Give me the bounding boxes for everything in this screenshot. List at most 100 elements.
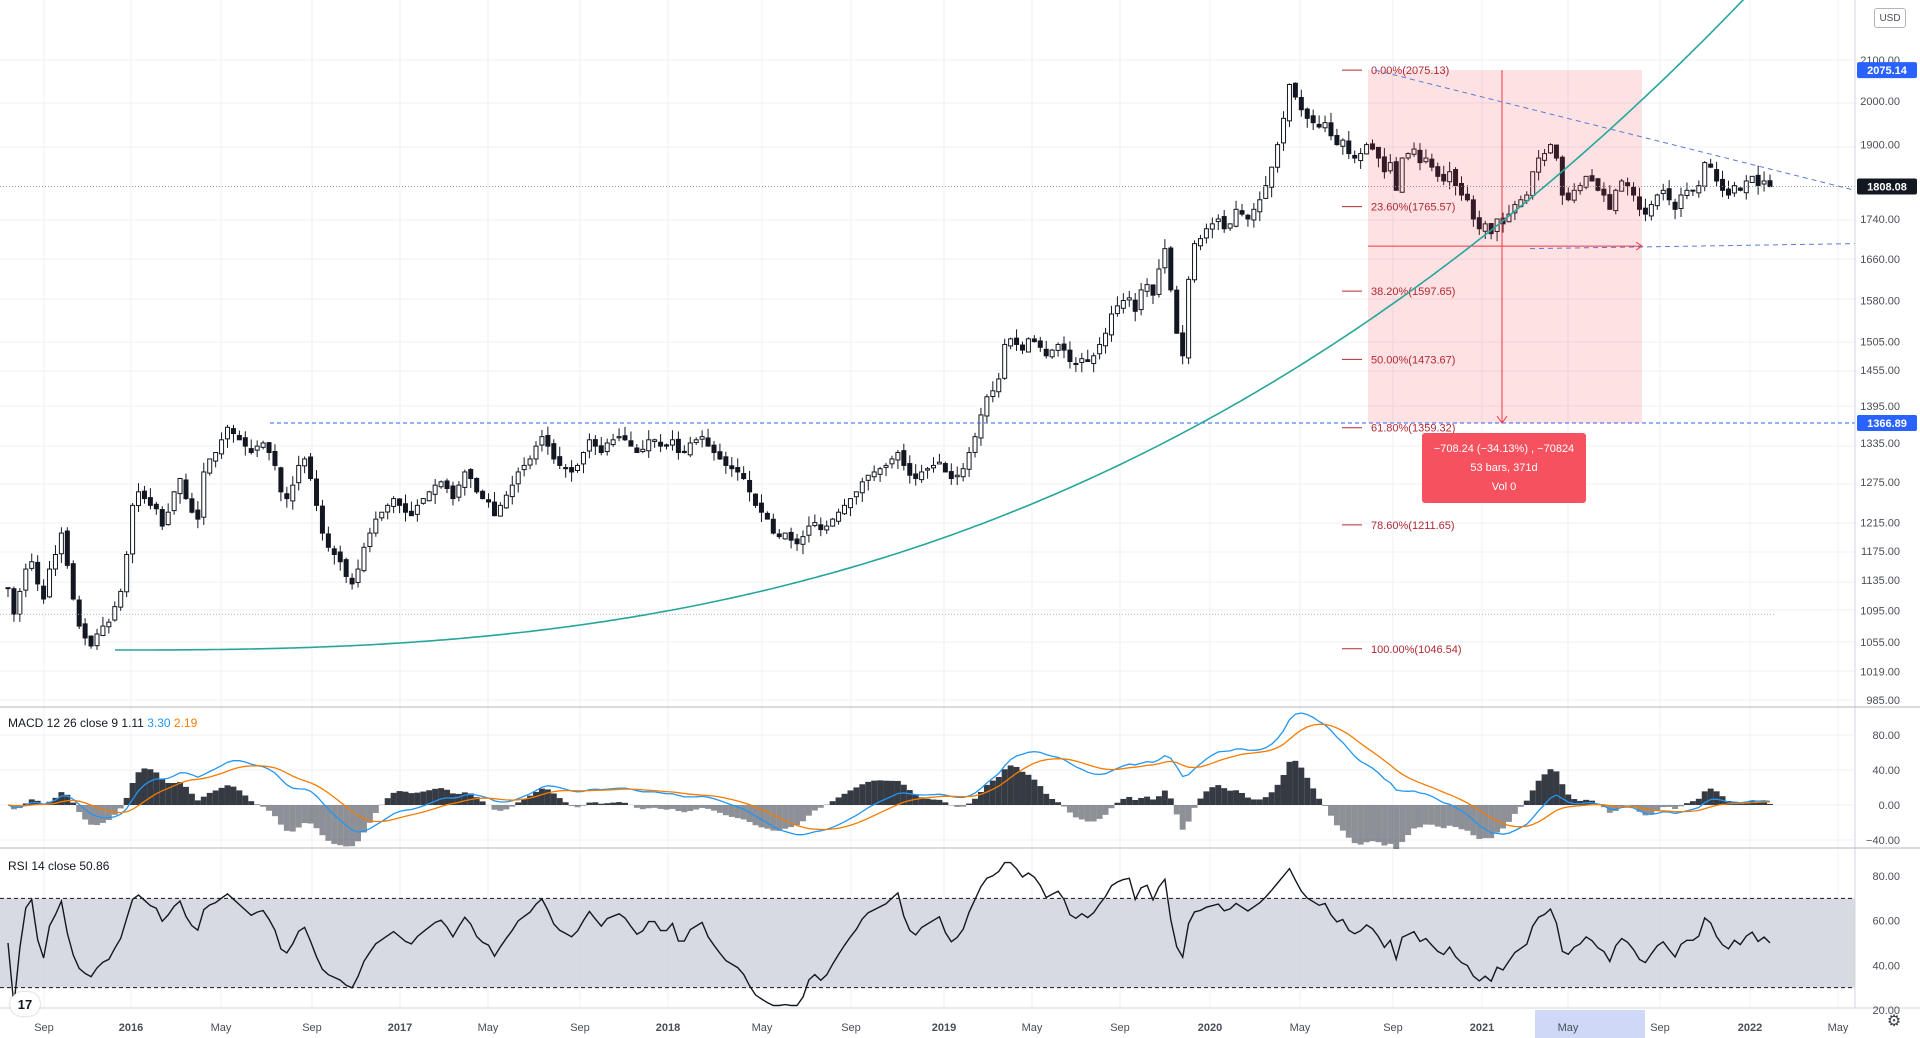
candle-body: [497, 504, 503, 517]
macd-tick-label: 80.00: [1872, 730, 1900, 742]
candle-body: [236, 434, 242, 441]
candle-body: [1043, 348, 1049, 357]
candle-body: [414, 504, 420, 515]
gear-icon[interactable]: ⚙: [1886, 1013, 1902, 1030]
macd-histogram-bar: [930, 799, 937, 805]
candle-body: [990, 390, 996, 397]
candle-body: [610, 439, 616, 446]
candle-body: [1702, 162, 1708, 187]
rsi-tick-label: 40.00: [1872, 960, 1900, 972]
candle-body: [1358, 153, 1364, 162]
candle-body: [1049, 349, 1055, 358]
candle-body: [1019, 344, 1025, 351]
macd-histogram-bar: [960, 805, 967, 807]
macd-histogram-bar: [871, 780, 878, 805]
macd-histogram-bar: [924, 798, 931, 805]
macd-histogram-bar: [521, 798, 528, 805]
macd-histogram-bar: [1114, 802, 1121, 805]
macd-histogram-bar: [800, 805, 806, 822]
macd-histogram-bar: [372, 805, 379, 813]
price-tick-label: 1135.00: [1861, 575, 1900, 587]
macd-histogram-bar: [1096, 805, 1103, 819]
macd-histogram-bar: [972, 798, 978, 805]
candle-body: [741, 473, 747, 480]
candle-body: [1156, 268, 1162, 295]
candle-body: [533, 445, 539, 460]
candle-body: [575, 464, 581, 471]
candle-body: [290, 484, 296, 502]
candle-body: [1227, 223, 1233, 229]
candle-body: [468, 469, 474, 480]
macd-histogram-bar: [331, 805, 338, 844]
macd-histogram-bar: [1636, 805, 1643, 812]
currency-button[interactable]: USD: [1874, 8, 1906, 28]
time-label: Sep: [34, 1022, 54, 1034]
time-label: May: [211, 1022, 232, 1034]
macd-histogram-bar: [1055, 802, 1062, 805]
candle-body: [1559, 156, 1565, 196]
macd-histogram-bar: [1007, 765, 1014, 805]
candle-body: [669, 439, 675, 446]
macd-histogram-bar: [1221, 788, 1228, 805]
macd-histogram-bar: [1434, 805, 1441, 827]
time-label: Sep: [1110, 1022, 1130, 1034]
macd-histogram-bar: [722, 805, 729, 816]
candle-body: [491, 501, 497, 517]
candle-body: [776, 533, 782, 538]
candle-body: [260, 442, 266, 448]
macd-histogram-bar: [1387, 805, 1394, 844]
measure-arrow-head: [1496, 415, 1508, 424]
candle-body: [343, 559, 349, 577]
candle-body: [1447, 171, 1453, 183]
candle-body: [711, 444, 717, 454]
time-label: Sep: [841, 1022, 861, 1034]
candle-body: [1144, 284, 1150, 292]
macd-histogram-bar: [135, 772, 142, 805]
macd-histogram-bar: [212, 790, 219, 805]
candle-body: [17, 590, 23, 615]
macd-histogram-bar: [22, 803, 29, 805]
macd-histogram-bar: [319, 805, 326, 836]
candle-body: [1132, 299, 1138, 312]
candle-body: [1126, 297, 1132, 301]
macd-histogram-bar: [277, 805, 284, 825]
macd-histogram-bar: [651, 805, 658, 808]
candle-body: [1275, 144, 1281, 168]
macd-histogram-bar: [438, 788, 445, 805]
price-tick-label: 1505.00: [1860, 337, 1900, 349]
price-tick-label: 1275.00: [1860, 477, 1900, 489]
macd-histogram-bar: [390, 792, 397, 805]
candle-body: [1660, 189, 1666, 195]
candle-body: [112, 606, 118, 621]
macd-histogram-bar: [295, 805, 302, 828]
candle-body: [272, 450, 278, 466]
candle-body: [1328, 122, 1334, 137]
candle-body: [159, 509, 165, 527]
rsi-band: [0, 898, 1855, 988]
candle-body: [717, 451, 723, 460]
macd-histogram-bar: [384, 798, 391, 805]
candle-body: [901, 450, 907, 466]
price-badge: [1857, 178, 1917, 195]
macd-histogram-bar: [1695, 798, 1702, 805]
candle-body: [586, 439, 592, 452]
candle-body: [1631, 186, 1637, 196]
price-tick-label: 1175.00: [1861, 546, 1900, 558]
candle-body: [1037, 340, 1043, 348]
macd-histogram-bar: [1630, 805, 1637, 808]
candle-body: [640, 448, 646, 453]
candle-body: [1298, 97, 1304, 111]
macd-histogram-bar: [538, 788, 545, 805]
candle-body: [1097, 343, 1103, 355]
candle-body: [141, 490, 147, 500]
macd-histogram-bar: [829, 801, 836, 805]
candle-body: [557, 456, 563, 466]
candle-body: [402, 503, 408, 513]
macd-histogram-bar: [230, 786, 237, 805]
candle-body: [1263, 185, 1269, 199]
candle-body: [325, 533, 331, 548]
fib-level-label: 61.80%(1359.32): [1371, 423, 1455, 435]
macd-histogram-bar: [1078, 805, 1085, 820]
macd-histogram-bar: [1422, 805, 1429, 825]
